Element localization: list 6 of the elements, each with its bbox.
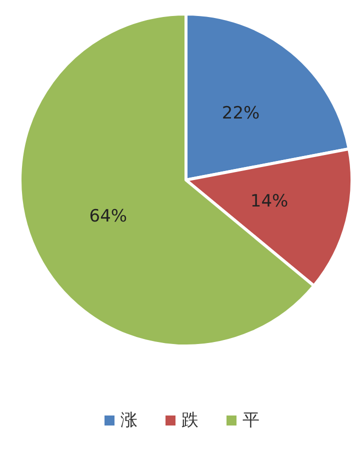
data-label: 14% — [250, 191, 288, 212]
data-label: 64% — [89, 206, 128, 227]
legend-label: 平 — [242, 410, 260, 430]
data-label: 22% — [222, 104, 260, 124]
legend-label: 跌 — [182, 410, 198, 430]
legend-label: 涨 — [120, 410, 138, 430]
